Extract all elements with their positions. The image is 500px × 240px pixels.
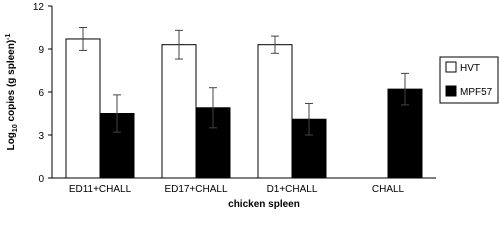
bar — [161, 44, 197, 179]
y-label-main: copies (g spleen) — [6, 40, 17, 124]
page: chicken spleen Log10 copies (g spleen)-1… — [5, 2, 499, 210]
y-tick-label: 12 — [33, 2, 45, 13]
x-tick-label: D1+CHALL — [267, 184, 318, 195]
y-label-sup: -1 — [5, 33, 12, 39]
y-label-sub: 10 — [12, 124, 19, 132]
chart: chicken spleen Log10 copies (g spleen)-1… — [5, 2, 499, 210]
x-tick-label: ED11+CHALL — [69, 184, 132, 195]
y-tick-label: 0 — [38, 174, 44, 185]
legend-swatch — [445, 85, 457, 97]
y-tick-label: 3 — [38, 131, 44, 142]
x-axis-label: chicken spleen — [228, 199, 300, 210]
y-tick-label: 9 — [38, 45, 44, 56]
legend-label: HVT — [460, 63, 480, 74]
legend-label: MPF57 — [460, 87, 493, 98]
bar — [65, 38, 101, 179]
y-label-base: Log — [6, 132, 17, 150]
x-tick-label: ED17+CHALL — [164, 184, 228, 195]
y-tick-label: 6 — [38, 88, 44, 99]
legend-swatch — [445, 61, 457, 73]
bar — [257, 44, 293, 179]
y-axis-label: Log10 copies (g spleen)-1 — [5, 33, 19, 150]
x-tick-label: CHALL — [372, 184, 405, 195]
bar — [291, 118, 327, 179]
